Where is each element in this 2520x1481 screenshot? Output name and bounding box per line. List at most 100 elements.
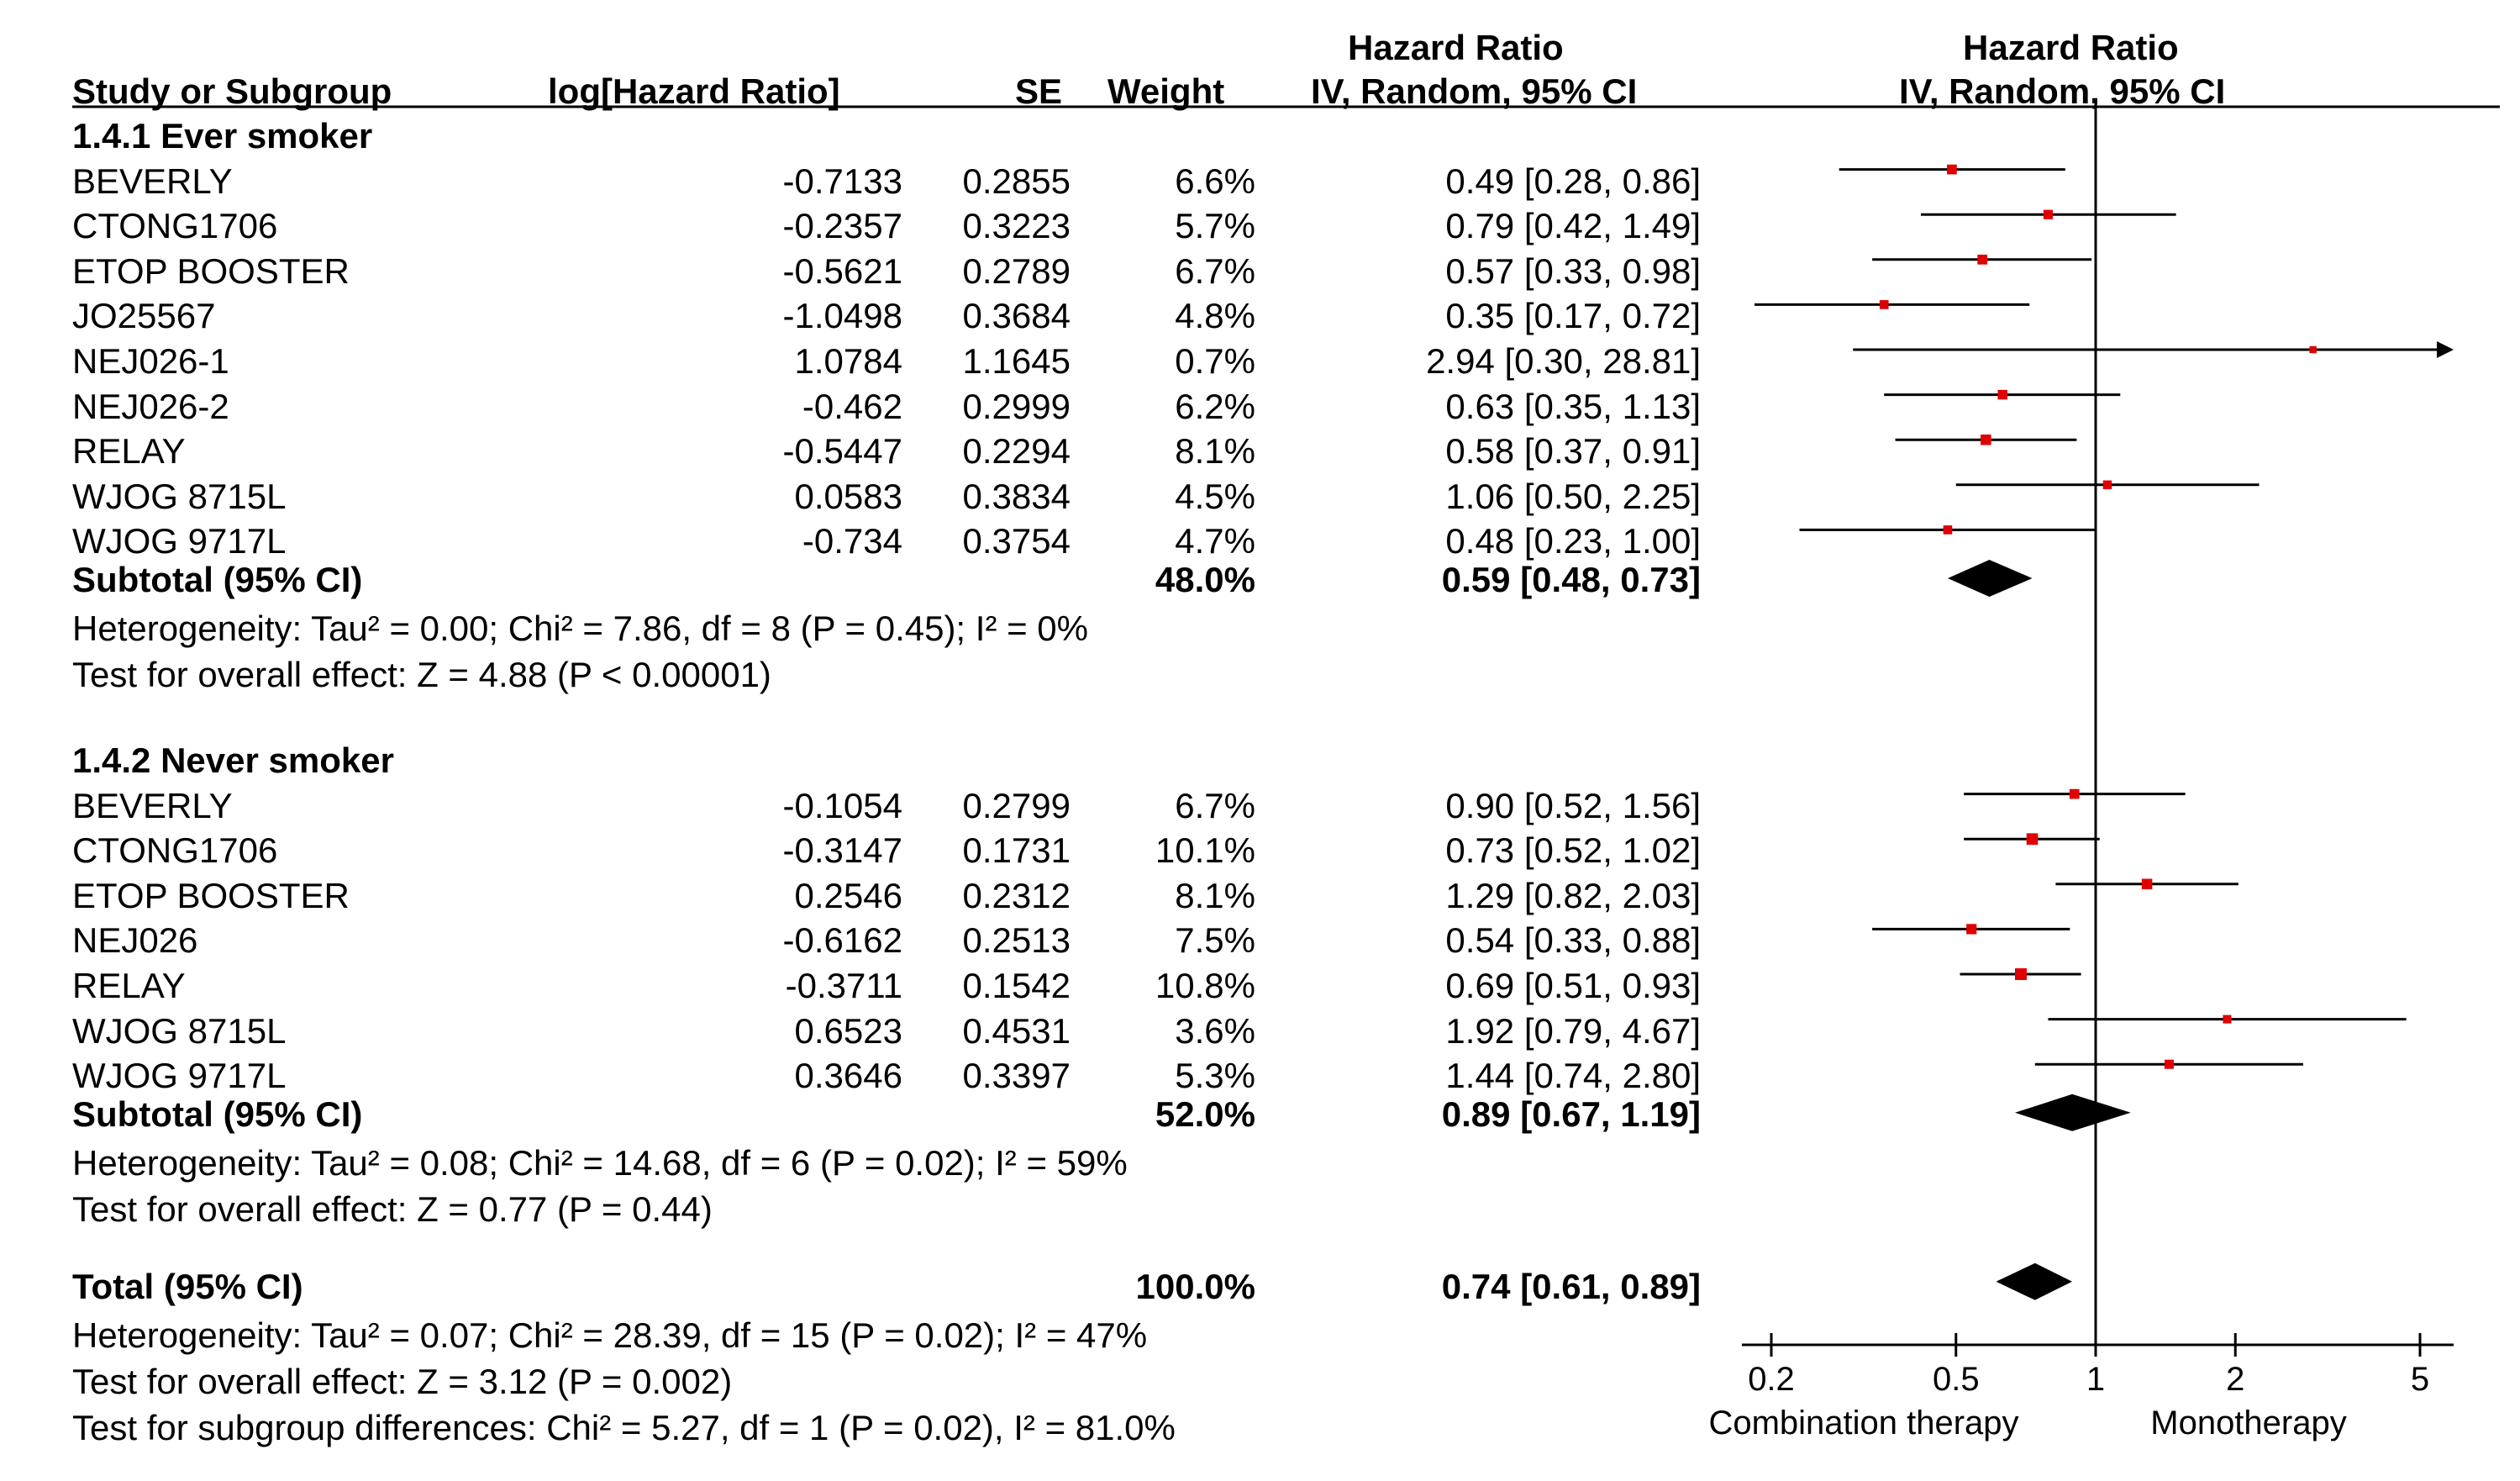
point-estimate <box>2015 968 2028 980</box>
subgroup-differences-text: Test for subgroup differences: Chi² = 5.… <box>72 1407 1176 1447</box>
favours-left-label: Combination therapy <box>1708 1405 2018 1441</box>
study-weight: 3.6% <box>1175 1010 1255 1051</box>
overall-effect-text: Test for overall effect: Z = 0.77 (P = 0… <box>72 1188 713 1229</box>
point-estimate <box>1966 924 1977 935</box>
study-name: WJOG 9717L <box>72 521 287 561</box>
heterogeneity-text: Heterogeneity: Tau² = 0.00; Chi² = 7.86,… <box>72 609 1088 648</box>
study-name: ETOP BOOSTER <box>72 250 350 291</box>
study-ci: 0.63 [0.35, 1.13] <box>1445 386 1701 426</box>
plot-header-bottom: IV, Random, 95% CI <box>1899 71 2226 111</box>
study-loghr: -0.5447 <box>782 431 902 472</box>
study-ci: 2.94 [0.30, 28.81] <box>1426 341 1701 381</box>
study-name: RELAY <box>72 966 186 1005</box>
study-ci: 0.48 [0.23, 1.00] <box>1445 521 1701 561</box>
total-overall-effect-text: Test for overall effect: Z = 3.12 (P = 0… <box>72 1361 733 1401</box>
study-ci: 0.90 [0.52, 1.56] <box>1445 785 1701 825</box>
study-se: 0.2513 <box>962 920 1071 961</box>
study-ci: 1.06 [0.50, 2.25] <box>1445 476 1701 516</box>
study-ci: 0.69 [0.51, 0.93] <box>1445 966 1701 1005</box>
heterogeneity-text: Heterogeneity: Tau² = 0.08; Chi² = 14.68… <box>72 1142 1128 1183</box>
summary-diamond <box>1996 1262 2073 1300</box>
point-estimate <box>2026 833 2039 846</box>
study-loghr: -0.7133 <box>782 161 902 201</box>
summary-diamond <box>2014 1094 2131 1131</box>
study-name: WJOG 8715L <box>72 1010 287 1051</box>
study-weight: 8.1% <box>1175 431 1255 472</box>
x-tick-label: 2 <box>2226 1361 2244 1398</box>
study-se: 0.2294 <box>962 431 1071 472</box>
point-estimate <box>2164 1059 2174 1069</box>
study-se: 1.1645 <box>962 341 1071 381</box>
point-estimate <box>2102 480 2112 490</box>
study-loghr: -0.462 <box>802 386 902 426</box>
subtotal-ci: 0.59 [0.48, 0.73] <box>1441 560 1701 599</box>
study-ci: 0.54 [0.33, 0.88] <box>1445 920 1701 961</box>
point-estimate <box>1943 525 1953 535</box>
point-estimate <box>1947 164 1957 175</box>
study-se: 0.2799 <box>962 785 1071 825</box>
total-label: Total (95% CI) <box>72 1266 303 1306</box>
study-name: ETOP BOOSTER <box>72 875 350 915</box>
study-ci: 1.29 [0.82, 2.03] <box>1445 875 1701 915</box>
study-weight: 6.7% <box>1175 785 1255 825</box>
point-estimate <box>2069 788 2080 799</box>
total-heterogeneity-text: Heterogeneity: Tau² = 0.07; Chi² = 28.39… <box>72 1315 1148 1355</box>
study-se: 0.2855 <box>962 161 1071 201</box>
x-tick-label: 5 <box>2411 1361 2429 1398</box>
study-name: BEVERLY <box>72 161 233 201</box>
study-weight: 10.8% <box>1155 966 1255 1005</box>
study-name: NEJ026 <box>72 920 198 961</box>
point-estimate <box>2141 878 2153 890</box>
study-weight: 4.8% <box>1175 296 1255 336</box>
study-se: 0.4531 <box>962 1010 1071 1051</box>
study-name: NEJ026-1 <box>72 341 229 381</box>
point-estimate <box>1997 389 2007 400</box>
study-ci: 0.49 [0.28, 0.86] <box>1445 161 1701 201</box>
study-name: CTONG1706 <box>72 830 278 871</box>
study-weight: 5.7% <box>1175 206 1255 246</box>
x-tick-label: 0.5 <box>1933 1361 1980 1398</box>
study-weight: 5.3% <box>1175 1056 1255 1096</box>
point-estimate <box>1981 434 1991 445</box>
study-se: 0.3754 <box>962 521 1071 561</box>
x-tick-label: 0.2 <box>1748 1361 1795 1398</box>
subtotal-ci: 0.89 [0.67, 1.19] <box>1441 1094 1701 1134</box>
point-estimate <box>1879 300 1889 309</box>
subtotal-weight: 52.0% <box>1155 1094 1255 1134</box>
study-se: 0.3684 <box>962 296 1071 336</box>
total-ci: 0.74 [0.61, 0.89] <box>1441 1266 1701 1306</box>
study-ci: 1.44 [0.74, 2.80] <box>1445 1056 1701 1096</box>
study-weight: 4.7% <box>1175 521 1255 561</box>
overall-effect-text: Test for overall effect: Z = 4.88 (P < 0… <box>72 655 771 694</box>
study-weight: 7.5% <box>1175 920 1255 961</box>
study-loghr: -0.6162 <box>782 920 902 961</box>
study-name: CTONG1706 <box>72 206 278 246</box>
study-loghr: -0.2357 <box>782 206 902 246</box>
study-ci: 0.79 [0.42, 1.49] <box>1445 206 1701 246</box>
study-weight: 4.5% <box>1175 476 1255 516</box>
subgroup-title: 1.4.2 Never smoker <box>72 740 394 780</box>
study-weight: 6.2% <box>1175 386 1255 426</box>
study-loghr: 0.6523 <box>794 1010 902 1051</box>
study-loghr: 0.2546 <box>794 875 902 915</box>
study-loghr: -1.0498 <box>782 296 902 336</box>
header-loghr: log[Hazard Ratio] <box>548 71 840 111</box>
subtotal-weight: 48.0% <box>1155 560 1255 599</box>
header-study: Study or Subgroup <box>72 71 392 111</box>
point-estimate <box>1977 254 1988 265</box>
study-name: BEVERLY <box>72 785 233 825</box>
study-loghr: 1.0784 <box>794 341 902 381</box>
study-se: 0.3834 <box>962 476 1071 516</box>
study-weight: 6.6% <box>1175 161 1255 201</box>
study-ci: 0.57 [0.33, 0.98] <box>1445 250 1701 291</box>
study-name: JO25567 <box>72 296 216 336</box>
study-se: 0.1731 <box>962 830 1071 871</box>
study-weight: 6.7% <box>1175 250 1255 291</box>
study-name: RELAY <box>72 431 186 472</box>
study-ci: 0.58 [0.37, 0.91] <box>1445 431 1701 472</box>
x-tick-label: 1 <box>2086 1361 2105 1398</box>
study-ci: 0.73 [0.52, 1.02] <box>1445 830 1701 871</box>
total-weight: 100.0% <box>1135 1266 1255 1306</box>
point-estimate <box>2223 1015 2232 1024</box>
plot-header-top: Hazard Ratio <box>1963 28 2179 67</box>
